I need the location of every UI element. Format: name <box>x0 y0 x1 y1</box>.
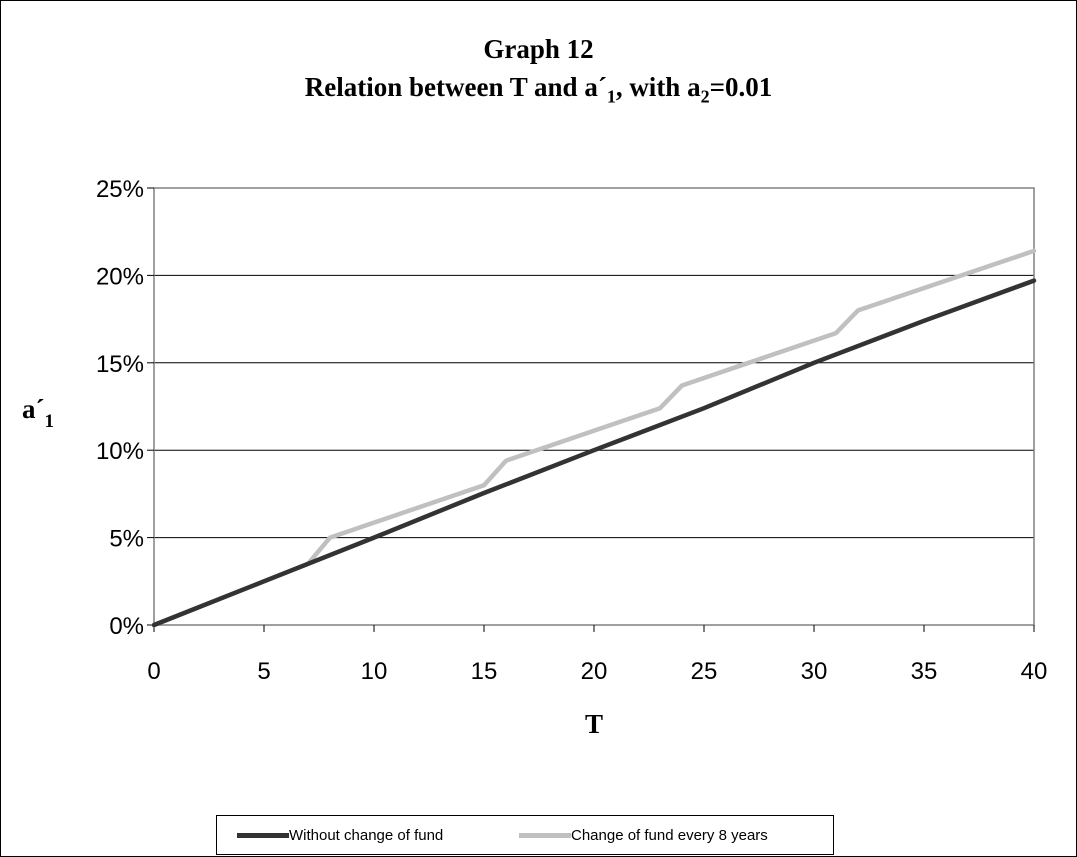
y-axis-title-main: a´ <box>22 394 45 424</box>
subtitle-sub2: 2 <box>700 86 710 107</box>
series-lines <box>151 248 1037 628</box>
y-tick-label: 15% <box>96 351 144 378</box>
y-tick-label: 25% <box>96 176 144 203</box>
x-tick-label: 25 <box>691 658 718 685</box>
subtitle-prefix: Relation between T and a´ <box>304 72 607 102</box>
series-line-2 <box>151 248 1037 628</box>
y-tick-label: 20% <box>96 263 144 290</box>
chart-title: Graph 12 <box>483 34 594 64</box>
subtitle-sub1: 1 <box>606 86 616 107</box>
y-axis: 0% 5% 10% 15% 20% 25% <box>96 176 154 640</box>
legend-item-series-1: Without change of fund <box>237 825 443 845</box>
legend-label-series-1: Without change of fund <box>289 826 444 844</box>
x-tick-label: 20 <box>581 658 608 685</box>
x-tick-label: 15 <box>471 658 498 685</box>
legend: Without change of fund Change of fund ev… <box>216 815 834 855</box>
legend-swatch-series-2 <box>519 832 571 838</box>
x-tick-label: 40 <box>1021 658 1048 685</box>
x-tick-label: 35 <box>911 658 938 685</box>
x-tick-label: 5 <box>257 658 270 685</box>
y-tick-label: 5% <box>109 526 144 553</box>
legend-label-series-2: Change of fund every 8 years <box>571 826 768 844</box>
series-line-1 <box>151 278 1037 628</box>
plot-area <box>153 187 1035 626</box>
y-tick-label: 10% <box>96 438 144 465</box>
legend-swatch-series-1 <box>237 832 289 838</box>
x-tick-label: 10 <box>361 658 388 685</box>
gridlines <box>154 274 1034 539</box>
x-tick-label: 30 <box>801 658 828 685</box>
y-axis-title-sub: 1 <box>45 411 55 432</box>
x-axis: 0 5 10 15 20 25 30 35 40 <box>147 625 1047 685</box>
legend-item-series-2: Change of fund every 8 years <box>519 825 768 845</box>
y-tick-label: 0% <box>109 613 144 640</box>
y-axis-title: a´1 <box>22 394 54 432</box>
subtitle-middle: , with a <box>615 72 701 102</box>
x-tick-label: 0 <box>147 658 160 685</box>
chart-subtitle: Relation between T and a´1, with a2=0.01 <box>0 72 1077 107</box>
x-axis-title: T <box>585 709 603 739</box>
subtitle-suffix: =0.01 <box>709 72 773 102</box>
